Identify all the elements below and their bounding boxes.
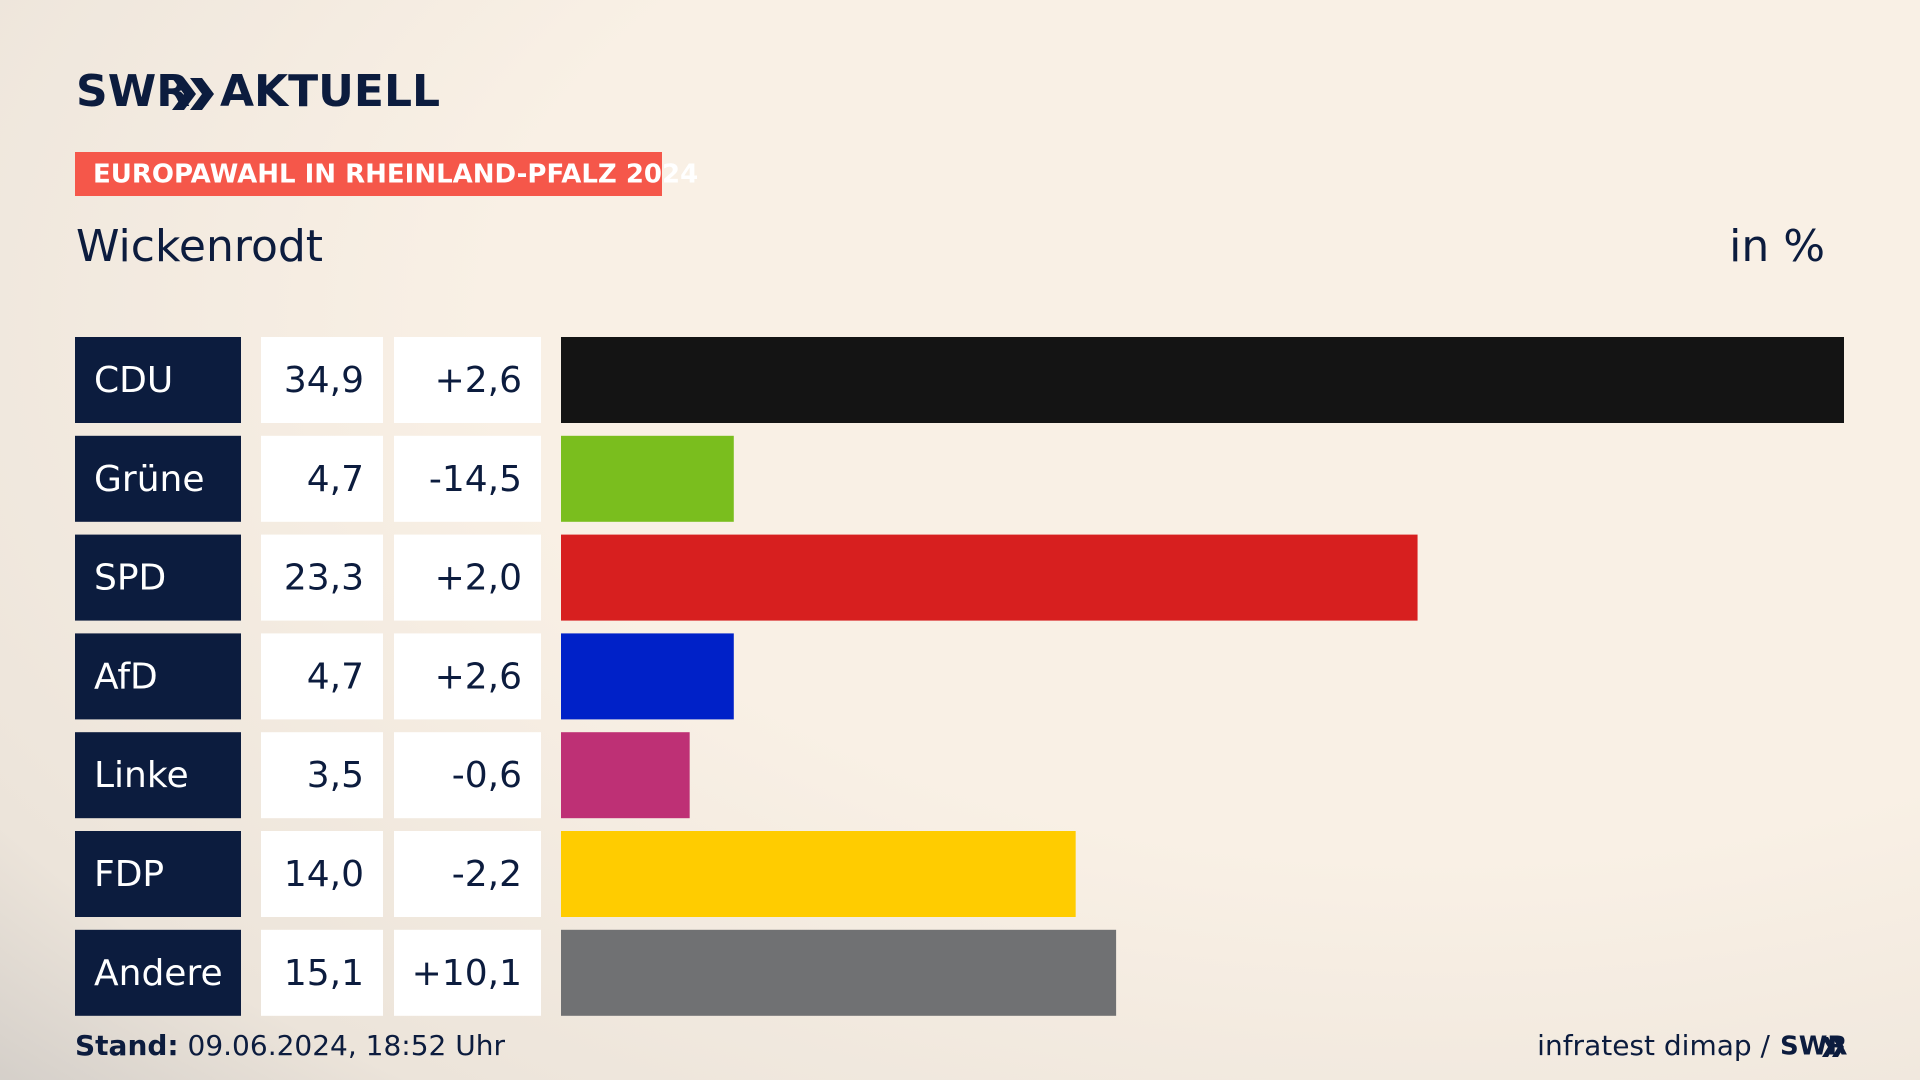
footer-stand: Stand: 09.06.2024, 18:52 Uhr — [75, 1029, 505, 1062]
change-label: +2,6 — [435, 360, 522, 401]
value-label: 34,9 — [284, 360, 364, 401]
change-box — [394, 337, 541, 423]
value-label: 15,1 — [284, 953, 364, 994]
bar — [561, 831, 1076, 917]
value-label: 14,0 — [284, 854, 364, 895]
party-label: FDP — [94, 854, 164, 895]
change-label: -2,2 — [452, 854, 522, 895]
change-label: +2,0 — [435, 558, 522, 599]
change-box — [394, 435, 541, 522]
change-label: +2,6 — [435, 656, 522, 697]
footer-chevrons — [1822, 1037, 1844, 1057]
value-label: 3,5 — [307, 755, 364, 796]
value-box — [261, 929, 383, 1016]
party-label: SPD — [94, 558, 166, 599]
party-box — [75, 435, 241, 522]
value-label: 4,7 — [307, 459, 364, 500]
stand-value: 09.06.2024, 18:52 Uhr — [188, 1029, 506, 1062]
unit-label: in % — [1729, 221, 1825, 272]
value-label: 23,3 — [284, 558, 364, 599]
value-box — [261, 534, 383, 621]
party-label: Andere — [94, 953, 223, 994]
party-box — [75, 633, 241, 720]
bar — [561, 534, 1418, 621]
party-label: CDU — [94, 360, 173, 401]
party-box — [75, 831, 241, 917]
logo-swr: SWR — [76, 66, 190, 117]
party-label: Grüne — [94, 459, 204, 500]
stand-label: Stand: — [75, 1029, 179, 1062]
logo-chevrons — [172, 78, 214, 110]
change-box — [394, 732, 541, 819]
change-box — [394, 831, 541, 917]
change-box — [394, 633, 541, 720]
value-box — [261, 732, 383, 819]
party-box — [75, 929, 241, 1016]
bar — [561, 435, 734, 522]
bar — [561, 732, 690, 819]
logo-aktuell: AKTUELL — [220, 66, 440, 117]
footer-source: infratest dimap / — [1537, 1029, 1770, 1062]
party-box — [75, 337, 241, 423]
party-label: AfD — [94, 656, 158, 697]
banner-text: EUROPAWAHL IN RHEINLAND-PFALZ 2024 — [93, 160, 698, 190]
value-label: 4,7 — [307, 656, 364, 697]
change-box — [394, 534, 541, 621]
change-label: -0,6 — [452, 755, 522, 796]
value-box — [261, 435, 383, 522]
change-label: +10,1 — [412, 953, 522, 994]
banner — [75, 152, 662, 196]
party-label: Linke — [94, 755, 189, 796]
value-box — [261, 633, 383, 720]
bar — [561, 337, 1844, 423]
party-box — [75, 534, 241, 621]
bar — [561, 633, 734, 720]
value-box — [261, 337, 383, 423]
chart-title: Wickenrodt — [76, 221, 323, 272]
bar — [561, 929, 1117, 1016]
value-box — [261, 831, 383, 917]
party-box — [75, 732, 241, 819]
change-box — [394, 929, 541, 1016]
change-label: -14,5 — [429, 459, 522, 500]
